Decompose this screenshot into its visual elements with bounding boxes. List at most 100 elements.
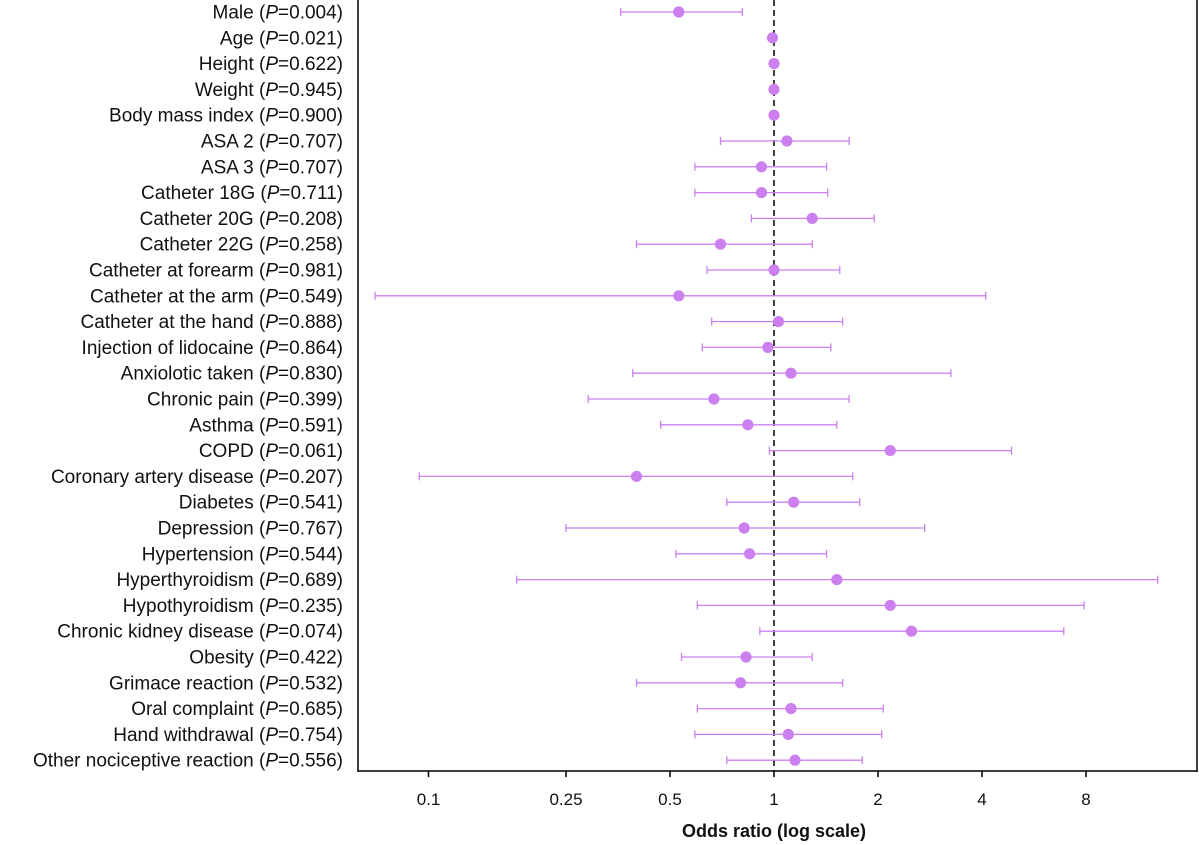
row-label-close: ) [337, 106, 343, 127]
row-label-name: Chronic kidney disease [57, 622, 253, 643]
forest-row [620, 6, 744, 18]
forest-row [587, 393, 850, 405]
row-label-open: ( [254, 622, 266, 643]
row-label-name: Hyperthyroidism [116, 570, 253, 591]
forest-row [675, 548, 828, 560]
row-label-close: ) [337, 673, 343, 694]
x-tick-label: 1 [769, 790, 778, 809]
row-label-open: ( [254, 570, 266, 591]
forest-row [768, 445, 1013, 457]
row-label-p-symbol: P [265, 699, 278, 720]
row-label-open: ( [254, 28, 266, 49]
row-label-name: ASA 3 [201, 157, 254, 178]
row-label: Oral complaint (P=0.685) [131, 699, 343, 720]
row-label-open: ( [254, 751, 266, 772]
row-label-p-symbol: P [265, 132, 278, 153]
row-label-open: ( [254, 106, 266, 127]
row-label: Hypothyroidism (P=0.235) [123, 596, 343, 617]
row-label-eq: = [278, 157, 289, 178]
odds-ratio-point [772, 316, 785, 328]
row-label-eq: = [278, 441, 289, 462]
row-label: Male (P=0.004) [213, 3, 343, 24]
row-label-close: ) [337, 622, 343, 643]
row-label-open: ( [254, 286, 266, 307]
row-label-open: ( [254, 364, 266, 385]
odds-ratio-point [630, 470, 643, 482]
row-label-name: Male [213, 3, 254, 24]
row-label: Coronary artery disease (P=0.207) [51, 467, 343, 488]
forest-row [565, 522, 926, 534]
row-label-close: ) [337, 415, 343, 436]
row-label: Asthma (P=0.591) [189, 415, 343, 436]
row-label: COPD (P=0.061) [199, 441, 343, 462]
forest-row [635, 238, 813, 250]
row-label-close: ) [337, 493, 343, 514]
row-label-close: ) [337, 183, 343, 204]
row-label-eq: = [278, 648, 289, 669]
row-label-open: ( [254, 261, 266, 282]
x-ticks: 0.1 0.25 0.5 1 2 4 8 [417, 771, 1091, 809]
row-label-eq: = [278, 751, 289, 772]
row-label-p-symbol: P [265, 390, 278, 411]
row-label-p-value: 0.061 [289, 441, 337, 462]
forest-row [694, 728, 883, 741]
row-label-p-value: 0.900 [289, 106, 337, 127]
row-label-open: ( [254, 699, 266, 720]
row-label-close: ) [337, 235, 343, 256]
row-label-eq: = [278, 235, 289, 256]
row-label: Hand withdrawal (P=0.754) [113, 725, 343, 746]
row-label-eq: = [278, 132, 289, 153]
x-axis-title: Odds ratio (log scale) [682, 821, 866, 841]
forest-row [766, 32, 779, 44]
row-label-close: ) [337, 467, 343, 488]
odds-ratio-point [785, 367, 797, 379]
row-label-p-symbol: P [265, 261, 278, 282]
row-label-p-symbol: P [265, 570, 278, 591]
row-label-p-symbol: P [265, 751, 278, 772]
row-label-close: ) [337, 596, 343, 617]
row-label-name: Weight [195, 80, 255, 101]
row-label-name: ASA 2 [201, 132, 254, 153]
row-label-p-symbol: P [265, 157, 278, 178]
row-label-name: Chronic pain [147, 390, 254, 411]
row-label-open: ( [254, 3, 266, 24]
row-label-p-symbol: P [265, 106, 278, 127]
row-label-name: Hand withdrawal [113, 725, 253, 746]
row-label-open: ( [254, 132, 266, 153]
row-label-p-symbol: P [265, 596, 278, 617]
row-label-open: ( [254, 493, 266, 514]
row-label-open: ( [254, 544, 266, 565]
row-label: Grimace reaction (P=0.532) [109, 673, 343, 694]
row-label-name: Oral complaint [131, 699, 254, 720]
odds-ratio-point [755, 161, 768, 173]
row-label-p-value: 0.707 [289, 157, 337, 178]
x-tick-label: 8 [1081, 790, 1090, 809]
forest-row [694, 161, 828, 173]
row-label-open: ( [254, 648, 266, 669]
odds-ratio-point [762, 341, 774, 353]
row-label-p-value: 0.549 [289, 286, 337, 307]
odds-ratio-point [884, 599, 896, 612]
row-label-p-symbol: P [265, 286, 278, 307]
row-label-eq: = [278, 106, 289, 127]
odds-ratio-point [806, 212, 818, 224]
row-label-p-value: 0.399 [289, 390, 337, 411]
odds-ratio-point [768, 58, 780, 70]
row-label-open: ( [254, 390, 266, 411]
odds-ratio-point [781, 135, 793, 147]
row-label-name: Catheter at the hand [80, 312, 253, 333]
row-label-close: ) [337, 157, 343, 178]
row-label-close: ) [337, 261, 343, 282]
x-tick-label: 2 [873, 790, 882, 809]
row-label: Diabetes (P=0.541) [179, 493, 343, 514]
row-label: Catheter at the hand (P=0.888) [80, 312, 343, 333]
row-label-close: ) [337, 570, 343, 591]
row-label-p-symbol: P [265, 725, 278, 746]
forest-row [750, 212, 875, 224]
row-label-eq: = [279, 183, 290, 204]
row-label-open: ( [254, 725, 266, 746]
row-label-p-value: 0.074 [289, 622, 337, 643]
row-label-p-value: 0.208 [289, 209, 337, 230]
row-label-name: Grimace reaction [109, 673, 254, 694]
odds-ratio-point [734, 677, 747, 689]
